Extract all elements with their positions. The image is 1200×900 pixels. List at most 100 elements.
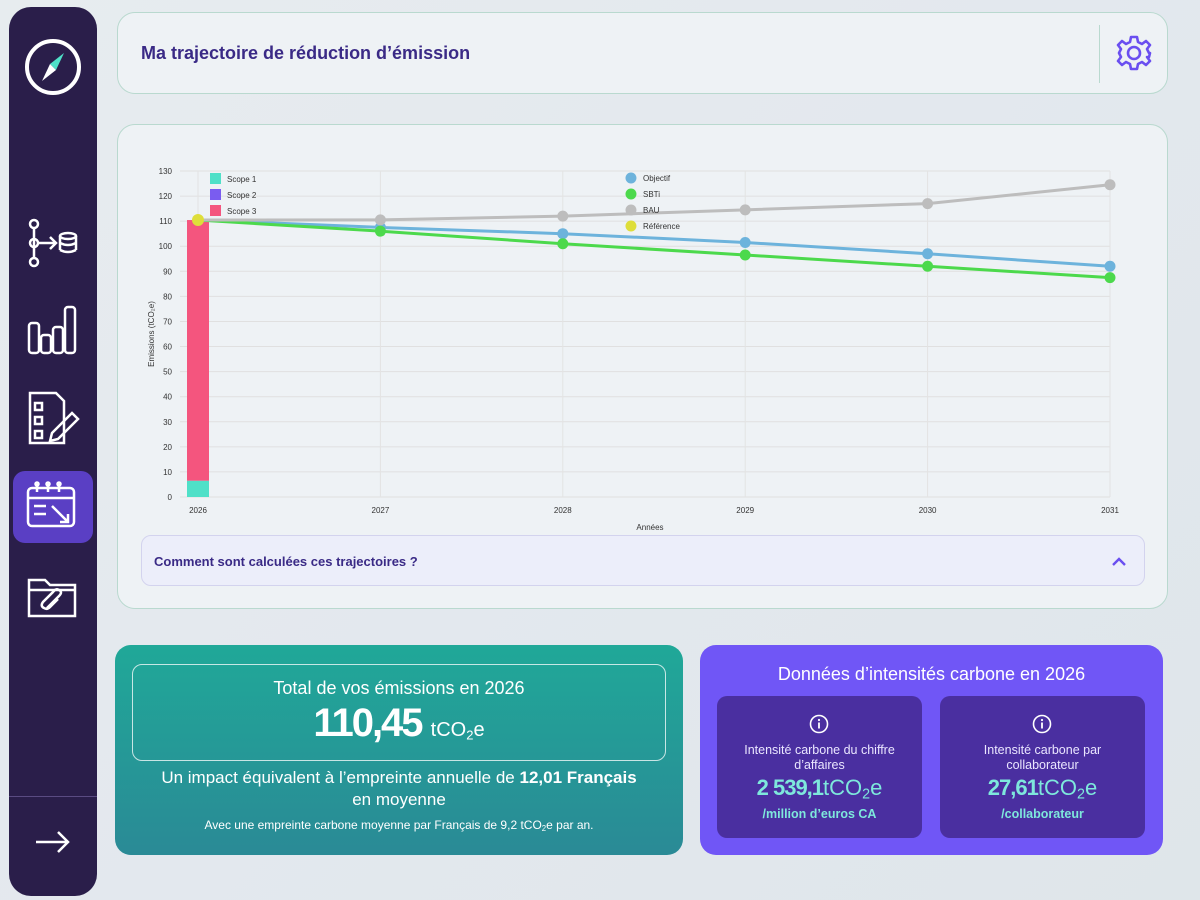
intensity-employee-unit: /collaborateur <box>1001 807 1084 821</box>
total-emissions-box: Total de vos émissions en 2026 110,45 tC… <box>132 664 666 761</box>
impact-equivalence-text: Un impact équivalent à l’empreinte annue… <box>161 768 637 809</box>
legend-label: Référence <box>643 222 680 231</box>
header-divider <box>1099 25 1100 83</box>
trajectory-explanation-accordion[interactable]: Comment sont calculées ces trajectoires … <box>141 535 1145 586</box>
y-axis-label: Emissions (tCO₂e) <box>147 301 156 367</box>
y-tick-label: 110 <box>159 217 172 226</box>
intensity-employee-card: Intensité carbone par collaborateur 27,6… <box>940 696 1145 838</box>
data-point-bau <box>739 204 751 216</box>
intensity-revenue-value: 2 539,1tCO2e <box>756 775 883 803</box>
trajectory-chart-panel: 0 10 20 30 40 50 60 70 80 90 100 110 120 130 2026 2027 2… <box>117 124 1168 609</box>
y-tick-label: 50 <box>163 368 172 377</box>
y-tick-label: 10 <box>163 468 172 477</box>
arrow-right-icon <box>36 831 70 853</box>
intensity-revenue-label: Intensité carbone du chiffre d’affaires <box>744 743 895 772</box>
sidebar-item-trajectory[interactable] <box>13 471 93 543</box>
legend-label: Scope 3 <box>227 207 257 216</box>
series-line-objectif <box>197 218 1111 268</box>
sidebar-item-actions[interactable] <box>13 382 93 454</box>
bar-segment-scope-3 <box>187 220 209 481</box>
carbon-intensity-card: Données d’intensités carbone en 2026 Int… <box>700 645 1163 855</box>
y-tick-label: 0 <box>168 493 173 502</box>
intensity-revenue-unit: /million d’euros CA <box>762 807 877 821</box>
legend-swatch <box>210 189 221 200</box>
y-tick-label: 120 <box>159 192 173 201</box>
page-header: Ma trajectoire de réduction d’émission <box>117 12 1168 94</box>
data-point-sbti <box>374 225 386 237</box>
legend-label: Scope 2 <box>227 191 257 200</box>
total-value-unit: tCO2e <box>430 719 485 743</box>
data-point-objectif <box>922 248 934 260</box>
carbon-intensity-title: Données d’intensités carbone en 2026 <box>777 664 1086 684</box>
intensity-revenue-card: Intensité carbone du chiffre d’affaires … <box>717 696 922 838</box>
legend-marker <box>625 188 637 200</box>
sidebar <box>9 7 97 896</box>
y-tick-label: 90 <box>163 267 172 276</box>
y-tick-label: 40 <box>163 393 172 402</box>
total-emissions-title: Total de vos émissions en 2026 <box>273 678 525 698</box>
sidebar-item-stats[interactable] <box>13 294 93 366</box>
legend-marker <box>625 220 637 232</box>
total-emissions-card: Total de vos émissions en 2026 110,45 tC… <box>115 645 683 855</box>
intensity-employee-value: 27,61tCO2e <box>987 775 1098 803</box>
data-point-objectif <box>557 228 569 240</box>
sidebar-expand-button[interactable] <box>23 817 83 867</box>
data-point-bau <box>374 214 386 226</box>
series-line-sbti <box>197 218 1111 280</box>
y-tick-label: 20 <box>163 443 172 452</box>
chevron-up-icon[interactable] <box>1110 553 1128 571</box>
bar-chart-icon <box>27 305 77 355</box>
x-tick-label: 2028 <box>554 506 572 515</box>
attachment-folder-icon <box>27 578 77 618</box>
series-line-bau <box>197 183 1111 222</box>
sidebar-divider <box>9 796 97 797</box>
data-point-bau <box>922 198 934 210</box>
data-point-référence <box>192 214 204 227</box>
y-tick-label: 80 <box>163 292 172 301</box>
y-tick-label: 60 <box>163 343 172 352</box>
y-tick-label: 70 <box>163 317 172 326</box>
data-point-bau <box>1104 179 1116 191</box>
legend-swatch <box>210 205 221 216</box>
y-tick-label: 30 <box>163 418 172 427</box>
info-icon[interactable] <box>1032 714 1052 734</box>
x-tick-label: 2026 <box>189 506 207 515</box>
gear-icon[interactable] <box>1114 33 1154 73</box>
legend-marker <box>625 172 637 184</box>
legend-label: Scope 1 <box>227 175 257 184</box>
y-tick-label: 100 <box>159 242 173 251</box>
x-axis-label: Années <box>636 523 663 532</box>
data-point-sbti <box>739 249 751 261</box>
data-point-objectif <box>1104 260 1116 272</box>
legend-label: SBTi <box>643 190 660 199</box>
data-point-objectif <box>739 236 751 248</box>
accordion-label: Comment sont calculées ces trajectoires … <box>154 554 418 569</box>
impact-french-count: 12,01 Français <box>519 768 637 787</box>
sidebar-item-documents[interactable] <box>13 560 93 632</box>
data-point-bau <box>557 210 569 222</box>
y-tick-label: 130 <box>159 167 173 176</box>
legend-label: BAU <box>643 206 660 215</box>
x-tick-label: 2027 <box>372 506 390 515</box>
bar-segment-scope-1 <box>187 480 209 497</box>
legend-swatch <box>210 173 221 184</box>
data-point-sbti <box>922 260 934 272</box>
compass-logo-icon[interactable] <box>23 37 83 97</box>
legend-marker <box>625 204 637 216</box>
page-title: Ma trajectoire de réduction d’émission <box>141 43 471 63</box>
data-point-sbti <box>557 238 569 250</box>
checklist-edit-icon <box>28 391 80 445</box>
x-tick-label: 2029 <box>736 506 754 515</box>
info-icon[interactable] <box>809 714 829 734</box>
intensity-employee-label: Intensité carbone par collaborateur <box>983 743 1102 772</box>
data-point-sbti <box>1104 272 1116 284</box>
calendar-trend-icon <box>26 481 76 528</box>
x-tick-label: 2030 <box>919 506 937 515</box>
data-flow-icon <box>28 218 78 268</box>
total-value-number: 110,45 <box>313 701 423 745</box>
sidebar-item-data[interactable] <box>13 207 93 279</box>
average-footprint-note: Avec une empreinte carbone moyenne par F… <box>204 818 594 833</box>
total-emissions-value: 110,45 tCO2e <box>133 701 665 746</box>
legend-label: Objectif <box>643 174 671 183</box>
